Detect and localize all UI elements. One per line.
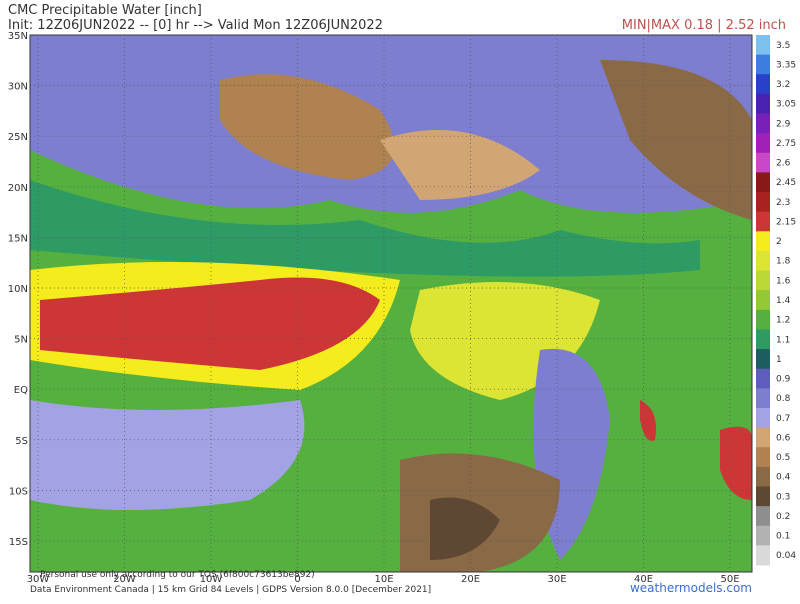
colorbar-label: 0.7 [776,414,790,424]
colorbar-swatch [756,172,770,193]
lat-label: 5N [14,335,28,346]
lon-label: 20W [113,574,136,585]
colorbar-label: 3.05 [776,100,796,110]
colorbar-label: 2.45 [776,178,796,188]
min-max: MIN|MAX 0.18 | 2.52 inch [622,18,786,33]
colorbar-swatch [756,74,770,95]
colorbar-swatch [756,290,770,311]
colorbar-swatch [756,113,770,134]
lat-label: 10N [8,284,28,295]
colorbar-swatch [756,349,770,370]
lat-label: 15S [9,537,28,548]
colorbar-swatch [756,54,770,75]
colorbar-label: 1.6 [776,276,791,286]
colorbar-swatch [756,525,770,546]
colorbar-label: 3.5 [776,41,790,51]
colorbar-label: 1.1 [776,335,790,345]
lon-label: 50E [720,574,739,585]
map-field [30,35,752,572]
colorbar-label: 0.1 [776,532,790,542]
colorbar-swatch [756,506,770,527]
lat-label: 30N [8,82,28,93]
colorbar-swatch [756,368,770,389]
colorbar-label: 1.8 [776,257,791,267]
colorbar-label: 1.4 [776,296,791,306]
colorbar-swatch [756,486,770,507]
lat-label: 5S [15,436,28,447]
colorbar-swatch [756,133,770,154]
colorbar-swatch [756,447,770,468]
lat-label: 15N [8,233,28,244]
colorbar-label: 0.5 [776,453,790,463]
lat-label: 20N [8,183,28,194]
colorbar-label: 2.6 [776,159,791,169]
colorbar-label: 0.8 [776,394,791,404]
colorbar-label: 0.9 [776,375,791,385]
colorbar-label: 3.35 [776,60,796,70]
lon-label: 30E [547,574,566,585]
colorbar-label: 1 [776,355,782,365]
colorbar-label: 2 [776,237,782,247]
lat-label: 10S [9,486,28,497]
lat-label: 25N [8,132,28,143]
colorbar-label: 0.6 [776,433,791,443]
colorbar-swatch [756,152,770,173]
colorbar-label: 2.75 [776,139,796,149]
lon-label: 10W [200,574,223,585]
lon-label: 30W [27,574,50,585]
colorbar-swatch [756,231,770,252]
colorbar-swatch [756,35,770,56]
colorbar-swatch [756,545,770,566]
source-note: Data Environment Canada | 15 km Grid 84 … [30,585,431,595]
title: CMC Precipitable Water [inch] [8,3,202,18]
colorbar-swatch [756,466,770,487]
brand: weathermodels.com [630,581,752,595]
colorbar-swatch [756,407,770,429]
colorbar-label: 0.04 [776,551,796,561]
lon-label: 0 [294,574,300,585]
colorbar-swatch [756,192,770,213]
colorbar-label: 2.9 [776,119,791,129]
colorbar-swatch [756,211,770,232]
colorbar-swatch [756,427,770,448]
colorbar-label: 2.15 [776,217,796,227]
colorbar-label: 1.2 [776,316,790,326]
colorbar-label: 3.2 [776,80,790,90]
colorbar-label: 0.3 [776,492,790,502]
colorbar-swatch [756,309,770,330]
lon-label: 40E [634,574,653,585]
colorbar-label: 2.3 [776,198,790,208]
colorbar-swatch [756,329,770,350]
tos-note: Personal use only according to our TOS (… [40,570,315,580]
colorbar-swatch [756,250,770,272]
init-line: Init: 12Z06JUN2022 -- [0] hr --> Valid M… [8,18,383,33]
lon-label: 20E [461,574,480,585]
colorbar-label: 0.4 [776,473,791,483]
lat-label: EQ [14,385,28,396]
colorbar-label: 0.2 [776,512,790,522]
lon-label: 10E [374,574,393,585]
colorbar-swatch [756,388,770,409]
colorbar-swatch [756,93,770,115]
lat-label: 35N [8,31,28,42]
colorbar-swatch [756,270,770,291]
